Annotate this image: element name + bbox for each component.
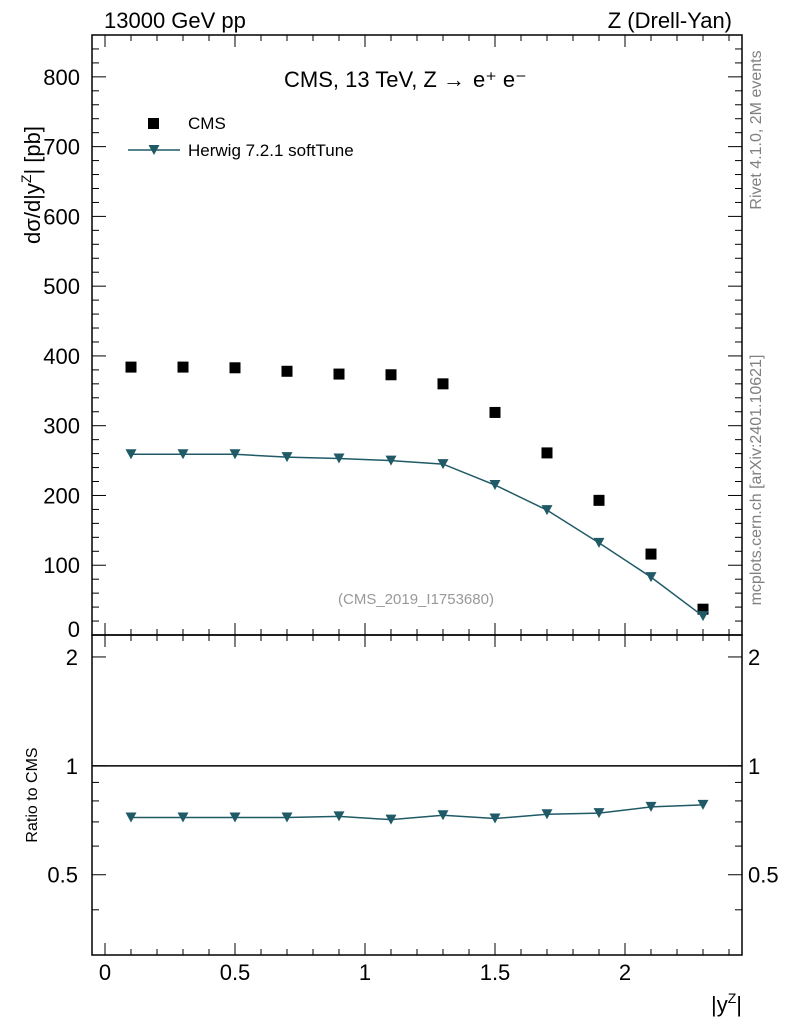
herwig-point bbox=[385, 455, 397, 466]
cms-point bbox=[177, 361, 189, 373]
ratio-point bbox=[177, 812, 189, 823]
legend: CMS Herwig 7.2.1 softTune bbox=[128, 114, 354, 160]
cms-point bbox=[125, 361, 137, 373]
x-axis-label-sup: Z bbox=[728, 990, 737, 1006]
ratio-point bbox=[385, 814, 397, 825]
ratio-point bbox=[489, 813, 501, 824]
ratio-tick-label-right: 1 bbox=[748, 754, 760, 779]
y-tick-label: 300 bbox=[43, 414, 80, 439]
y-axis-label: dσ/d|yZ| [pb] bbox=[18, 126, 45, 244]
herwig-point bbox=[489, 480, 501, 490]
ratio-point bbox=[697, 799, 709, 810]
chart-title: CMS, 13 TeV, Z → e⁺ e⁻ bbox=[284, 67, 527, 92]
legend-label-herwig: Herwig 7.2.1 softTune bbox=[188, 141, 354, 160]
legend-label-cms: CMS bbox=[188, 114, 226, 133]
rivet-info: Rivet 4.1.0, 2M events bbox=[748, 50, 765, 209]
ratio-line bbox=[131, 804, 704, 821]
legend-marker-herwig bbox=[148, 145, 160, 155]
cms-point bbox=[593, 494, 605, 506]
x-tick-label: 0 bbox=[99, 960, 111, 985]
x-axis-label: |yZ| bbox=[711, 990, 742, 1017]
cms-point bbox=[541, 447, 553, 459]
herwig-point bbox=[541, 505, 553, 516]
herwig-point bbox=[593, 537, 605, 548]
y-tick-label: 500 bbox=[43, 274, 80, 299]
cms-point bbox=[229, 362, 241, 374]
x-tick-label: 2 bbox=[619, 960, 631, 985]
y-tick-label: 700 bbox=[43, 135, 80, 160]
herwig-line bbox=[131, 453, 704, 617]
x-tick-label: 1 bbox=[359, 960, 371, 985]
ratio-point bbox=[645, 801, 657, 812]
mcplots-info: mcplots.cern.ch [arXiv:2401.10621] bbox=[748, 355, 765, 606]
cms-point bbox=[385, 369, 397, 381]
y-tick-label: 400 bbox=[43, 344, 80, 369]
cms-point bbox=[645, 548, 657, 560]
ratio-point bbox=[541, 809, 553, 820]
x-tick-label: 1.5 bbox=[480, 960, 511, 985]
cms-point bbox=[333, 368, 345, 380]
herwig-point bbox=[697, 611, 709, 622]
cms-point bbox=[437, 378, 449, 390]
ratio-point bbox=[593, 808, 605, 819]
y-axis-label-sup: Z bbox=[18, 174, 34, 183]
y-tick-label: 600 bbox=[43, 204, 80, 229]
header-right: Z (Drell-Yan) bbox=[608, 8, 732, 33]
ratio-tick-label-right: 0.5 bbox=[748, 863, 779, 888]
y-tick-label: 100 bbox=[43, 553, 80, 578]
ratio-point bbox=[437, 810, 449, 821]
herwig-point bbox=[437, 459, 449, 470]
y-axis-label-post: | [pb] bbox=[20, 126, 45, 175]
chart-marks bbox=[125, 361, 709, 825]
ratio-point bbox=[333, 811, 345, 822]
cms-point bbox=[697, 603, 709, 615]
cms-point bbox=[489, 406, 501, 418]
ratio-point bbox=[229, 812, 241, 823]
herwig-point bbox=[645, 572, 657, 583]
chart-title-leptons: e⁺ e⁻ bbox=[473, 67, 527, 92]
herwig-point bbox=[125, 449, 137, 460]
y-tick-label-zero: 0 bbox=[68, 617, 80, 642]
herwig-point bbox=[281, 452, 293, 463]
axis-tick-labels: 0 0.5 1 1.5 2 100 200 300 400 500 600 700 800 0 0.5 0.5… bbox=[43, 65, 778, 985]
ratio-tick-label-left: 2 bbox=[66, 645, 78, 670]
ratio-tick-label-right: 2 bbox=[748, 645, 760, 670]
ratio-point bbox=[125, 812, 137, 823]
legend-marker-cms bbox=[148, 118, 159, 129]
ratio-plot-frame bbox=[91, 634, 743, 956]
y-tick-label: 200 bbox=[43, 483, 80, 508]
herwig-point bbox=[177, 449, 189, 460]
axis-ticks bbox=[92, 35, 742, 955]
y-axis-label-pre: dσ/d|y bbox=[20, 183, 45, 244]
x-tick-label: 0.5 bbox=[220, 960, 251, 985]
y-tick-label: 800 bbox=[43, 65, 80, 90]
ratio-tick-label-left: 1 bbox=[66, 754, 78, 779]
chart-title-main: CMS, 13 TeV, Z → bbox=[284, 67, 465, 92]
herwig-point bbox=[229, 449, 241, 460]
ratio-y-axis-label: Ratio to CMS bbox=[24, 747, 41, 842]
cms-point bbox=[281, 365, 293, 377]
ratio-tick-label-left: 0.5 bbox=[47, 863, 78, 888]
analysis-id: (CMS_2019_I1753680) bbox=[338, 591, 494, 608]
x-axis-label-end: | bbox=[736, 992, 742, 1017]
ratio-point bbox=[281, 812, 293, 823]
header-left: 13000 GeV pp bbox=[104, 8, 246, 33]
herwig-point bbox=[333, 453, 345, 464]
x-axis-label-base: |y bbox=[711, 992, 728, 1017]
